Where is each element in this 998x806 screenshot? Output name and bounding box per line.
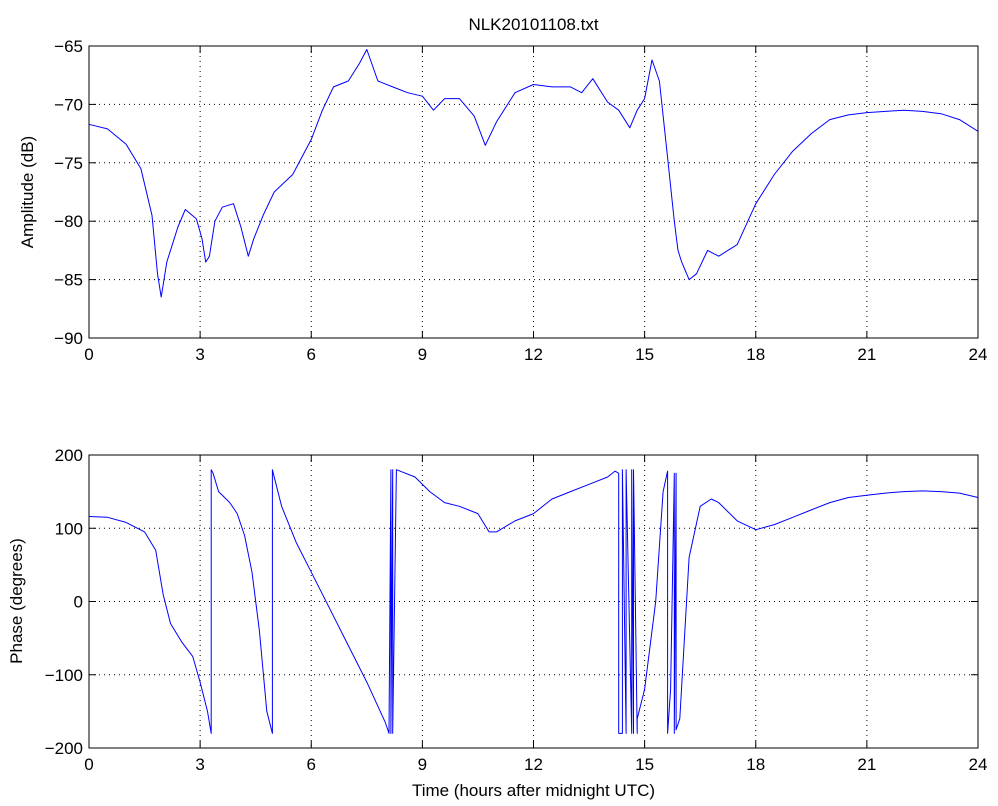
amplitude-y-tick-label: −75 — [54, 154, 83, 173]
phase-y-label: Phase (degrees) — [7, 538, 26, 664]
phase-x-tick-label: 24 — [969, 755, 988, 774]
phase-x-label: Time (hours after midnight UTC) — [412, 781, 655, 800]
phase-x-tick-label: 12 — [524, 755, 543, 774]
amplitude-y-tick-label: −85 — [54, 271, 83, 290]
phase-x-tick-label: 18 — [746, 755, 765, 774]
phase-x-tick-label: 6 — [307, 755, 316, 774]
amplitude-x-tick-label: 0 — [84, 345, 93, 364]
amplitude-x-tick-label: 12 — [524, 345, 543, 364]
phase-x-tick-label: 9 — [418, 755, 427, 774]
phase-y-tick-label: 100 — [55, 519, 83, 538]
phase-y-tick-label: −100 — [45, 666, 83, 685]
amplitude-x-tick-label: 6 — [307, 345, 316, 364]
amplitude-x-tick-label: 9 — [418, 345, 427, 364]
amplitude-x-tick-label: 15 — [635, 345, 654, 364]
amplitude-series-line — [88, 49, 979, 298]
phase-x-tick-label: 3 — [195, 755, 204, 774]
amplitude-y-tick-label: −90 — [54, 329, 83, 348]
phase-y-tick-label: 200 — [55, 446, 83, 465]
phase-series-line — [88, 469, 979, 734]
amplitude-x-tick-label: 18 — [746, 345, 765, 364]
phase-x-tick-label: 0 — [84, 755, 93, 774]
amplitude-y-label: Amplitude (dB) — [18, 136, 37, 248]
amplitude-x-tick-label: 21 — [857, 345, 876, 364]
amplitude-y-tick-label: −65 — [54, 37, 83, 56]
figure-title: NLK20101108.txt — [468, 15, 598, 34]
amplitude-y-tick-label: −70 — [54, 95, 83, 114]
phase-x-tick-label: 15 — [635, 755, 654, 774]
amplitude-x-tick-label: 24 — [969, 345, 988, 364]
phase-axes: 0 3 6 9 12 15 18 21 24 −200 −100 0 100 200 — [45, 446, 988, 774]
amplitude-y-tick-label: −80 — [54, 212, 83, 231]
phase-x-tick-label: 21 — [857, 755, 876, 774]
phase-y-tick-label: 0 — [74, 593, 83, 612]
amplitude-axes: 0 3 6 9 12 15 18 21 24 −90 −85 −80 −75 −70 −65 — [54, 37, 987, 364]
phase-y-tick-label: −200 — [45, 739, 83, 758]
amplitude-x-tick-label: 3 — [195, 345, 204, 364]
